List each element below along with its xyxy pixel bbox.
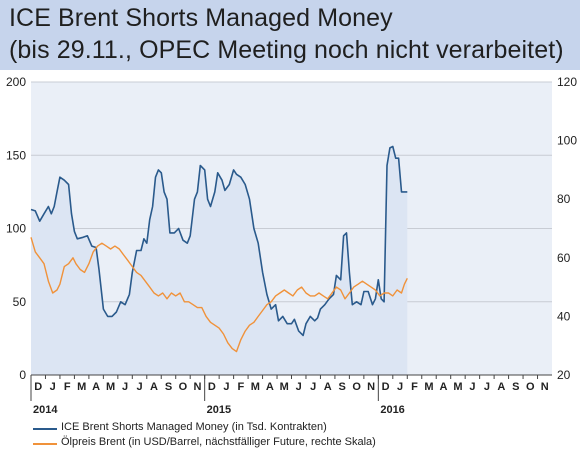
x-month-label: J	[397, 381, 403, 393]
y-right-tick-label: 80	[557, 192, 571, 206]
x-month-label: M	[280, 381, 289, 393]
x-month-label: S	[512, 381, 519, 393]
y-right-tick-label: 20	[557, 368, 571, 382]
chart-title: ICE Brent Shorts Managed Money	[9, 4, 393, 32]
y-right-tick-label: 60	[557, 251, 571, 265]
y-left-tick-label: 100	[6, 222, 26, 236]
y-right-tick-label: 100	[557, 134, 577, 148]
x-year-label: 2014	[33, 404, 58, 415]
x-month-label: F	[237, 381, 244, 393]
series-layer	[30, 145, 408, 375]
x-month-label: J	[296, 381, 302, 393]
y-right-tick-label: 120	[557, 75, 577, 89]
legend-swatch-shorts	[33, 428, 57, 430]
x-month-label: J	[136, 381, 142, 393]
x-month-label: J	[484, 381, 490, 393]
y-left-tick-label: 200	[6, 75, 26, 89]
x-month-label: A	[92, 381, 100, 393]
x-month-label: M	[251, 381, 260, 393]
x-year-label: 2016	[380, 404, 404, 415]
x-month-label: A	[497, 381, 505, 393]
chart-subtitle: (bis 29.11., OPEC Meeting noch nicht ver…	[9, 36, 564, 64]
x-month-label: F	[64, 381, 71, 393]
x-month-label: A	[150, 381, 158, 393]
x-month-label: D	[208, 381, 216, 393]
x-month-label: D	[382, 381, 390, 393]
x-month-label: D	[34, 381, 42, 393]
x-year-label: 2015	[207, 404, 231, 415]
x-month-label: O	[526, 381, 535, 393]
oil-series-line	[30, 237, 408, 353]
x-month-label: O	[352, 381, 361, 393]
x-month-label: A	[324, 381, 332, 393]
x-month-label: N	[541, 381, 549, 393]
y-left-tick-label: 0	[19, 368, 26, 382]
y-left-tick-label: 50	[13, 295, 27, 309]
x-month-label: J	[50, 381, 56, 393]
x-month-label: F	[411, 381, 418, 393]
x-month-label: A	[266, 381, 274, 393]
x-month-label: J	[469, 381, 475, 393]
legend-label-shorts: ICE Brent Shorts Managed Money (in Tsd. …	[61, 421, 327, 433]
x-month-label: N	[193, 381, 201, 393]
title-box: ICE Brent Shorts Managed Money (bis 29.1…	[0, 0, 580, 70]
x-month-label: N	[367, 381, 375, 393]
x-month-label: S	[165, 381, 172, 393]
x-month-label: O	[179, 381, 188, 393]
x-month-label: J	[122, 381, 128, 393]
x-month-label: S	[338, 381, 345, 393]
legend-label-oil: Ölpreis Brent (in USD/Barrel, nächstfäll…	[61, 436, 376, 448]
x-month-label: M	[77, 381, 86, 393]
y-right-tick-label: 40	[557, 309, 571, 323]
legend-swatch-oil	[33, 443, 57, 445]
x-month-label: M	[106, 381, 115, 393]
x-month-label: A	[439, 381, 447, 393]
shorts-area-fill	[31, 146, 408, 375]
x-month-label: M	[453, 381, 462, 393]
x-month-label: J	[310, 381, 316, 393]
x-month-label: M	[424, 381, 433, 393]
y-left-tick-label: 150	[6, 148, 26, 162]
x-month-label: J	[223, 381, 229, 393]
